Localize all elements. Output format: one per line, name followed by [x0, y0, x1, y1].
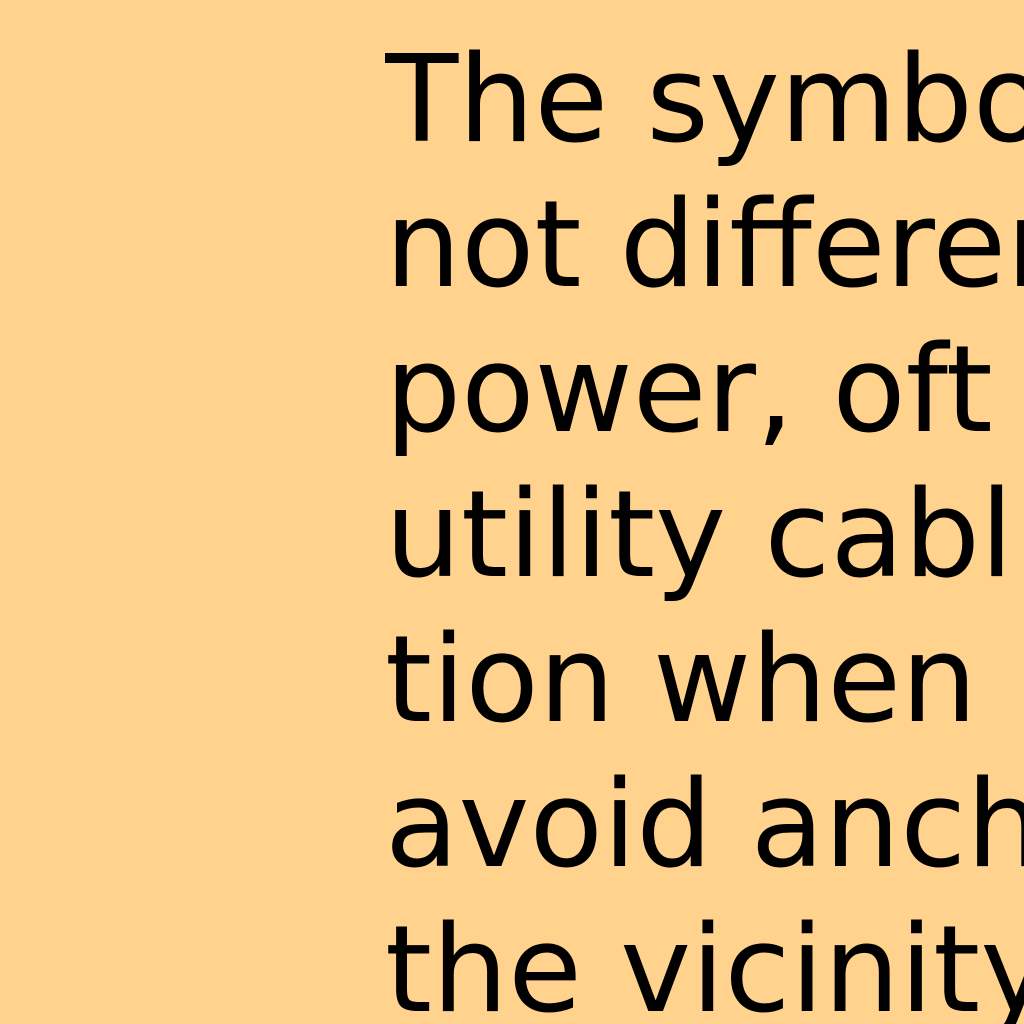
- body-text-crop: The symbo not differer power, oft utilit…: [385, 28, 1024, 1024]
- text-line-1: The symbo: [385, 31, 1024, 170]
- text-line-3: power, oft: [385, 321, 993, 460]
- text-line-5: tion when: [385, 611, 978, 750]
- text-line-6: avoid anch: [385, 756, 1024, 895]
- text-line-2: not differer: [385, 176, 1024, 315]
- text-line-4: utility cabl: [385, 466, 1014, 605]
- text-line-7: the vicinity: [385, 901, 1024, 1024]
